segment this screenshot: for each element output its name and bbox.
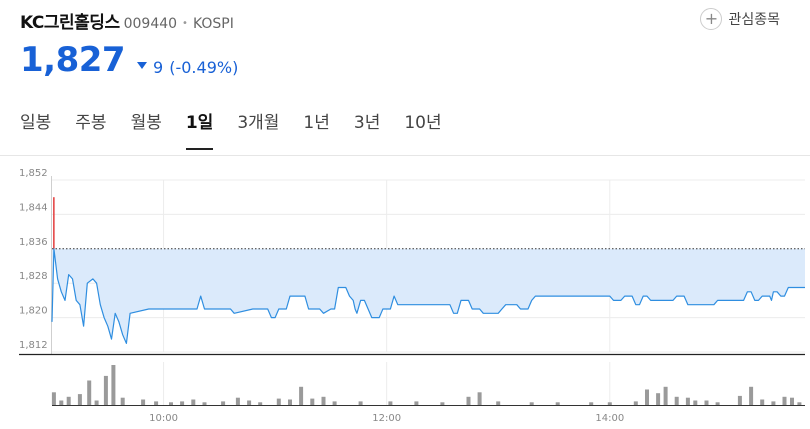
volume-bar (180, 401, 185, 405)
volume-bar (715, 402, 720, 405)
price-row: 1,827 9 (-0.49%) (20, 40, 238, 80)
tab-1year[interactable]: 1년 (303, 113, 330, 133)
price-change: 9 (-0.49%) (137, 58, 238, 77)
intraday-chart: 1,852 1,844 1,836 1,828 1,820 1,812 10:00 12:00… (19, 168, 805, 424)
volume-bar (235, 397, 240, 405)
volume-bar (704, 400, 709, 405)
separator-dot: • (182, 18, 188, 29)
x-tick-label: 12:00 (372, 413, 401, 424)
y-tick-label: 1,828 (19, 271, 48, 282)
volume-bar (737, 395, 742, 405)
current-price: 1,827 (20, 40, 126, 80)
volume-bar (87, 380, 92, 405)
volume-bar (797, 402, 802, 405)
volume-bar (154, 401, 159, 405)
volume-bar (760, 399, 765, 405)
tab-3years[interactable]: 3년 (353, 113, 381, 133)
volume-bar (749, 386, 754, 405)
volume-bar (103, 375, 108, 405)
volume-bar (693, 400, 698, 405)
y-tick-label: 1,852 (19, 168, 48, 179)
y-tick-label: 1,844 (19, 202, 48, 213)
volume-bar (782, 396, 787, 405)
volume-bar (169, 402, 173, 405)
volume-bar (388, 401, 393, 405)
volume-bar (496, 401, 501, 405)
volume-bar (477, 392, 482, 405)
stock-name: KC그린홀딩스 (20, 13, 120, 33)
tab-daily[interactable]: 일봉 (20, 113, 52, 133)
volume-bar (258, 402, 263, 405)
volume-bar (299, 386, 304, 405)
price-area (52, 248, 805, 344)
volume-bar (589, 402, 594, 405)
volume-bar (321, 396, 326, 405)
volume-bar (663, 386, 668, 405)
stock-header: KC그린홀딩스 009440 • KOSPI (20, 8, 234, 34)
volume-bar (191, 399, 196, 405)
divider (0, 155, 810, 156)
volume-bar (685, 397, 690, 405)
volume-bar (674, 396, 679, 405)
volume-bar (111, 365, 116, 405)
change-percent: (-0.49%) (169, 58, 239, 77)
volume-bar (466, 396, 471, 405)
volume-bar (310, 398, 315, 405)
change-value: 9 (153, 58, 164, 77)
y-tick-label: 1,820 (19, 306, 48, 317)
x-tick-label: 10:00 (149, 413, 178, 424)
volume-bar (66, 396, 71, 405)
y-tick-label: 1,812 (19, 340, 48, 351)
volume-bar (790, 397, 794, 405)
volume-bar (51, 392, 56, 405)
plus-icon: + (700, 8, 723, 30)
volume-bar (247, 400, 252, 405)
price-line (51, 248, 805, 344)
volume-bar (94, 400, 99, 405)
tab-monthly[interactable]: 월봉 (130, 113, 162, 133)
y-tick-label: 1,836 (19, 237, 48, 248)
volume-bar (440, 402, 445, 405)
volume-bar (529, 402, 534, 405)
volume-bar (202, 402, 207, 405)
volume-bar (120, 397, 125, 405)
volume-bar (633, 401, 638, 405)
volume-bar (414, 401, 419, 405)
tab-3months[interactable]: 3개월 (237, 113, 280, 133)
volume-bar (607, 402, 612, 405)
period-tabs: 일봉 주봉 월봉 1일 3개월 1년 3년 10년 (20, 108, 466, 150)
down-arrow-icon (137, 62, 148, 69)
volume-bar (221, 401, 226, 405)
market-name: KOSPI (192, 16, 234, 32)
stock-code: 009440 (123, 16, 178, 32)
volume-bar (555, 402, 560, 405)
tab-1day[interactable]: 1일 (185, 108, 214, 150)
volume-bar (77, 394, 82, 405)
volume-bar (656, 393, 661, 405)
volume-bar (59, 400, 64, 405)
volume-bar (288, 399, 292, 405)
volume-bar (771, 401, 776, 405)
tab-weekly[interactable]: 주봉 (75, 113, 107, 133)
volume-bar (645, 389, 649, 405)
favorite-label: 관심종목 (728, 12, 780, 28)
volume-bar (276, 398, 281, 405)
volume-bar (358, 401, 363, 405)
x-tick-label: 14:00 (595, 413, 624, 424)
volume-bar (141, 399, 146, 405)
add-favorite-button[interactable]: + 관심종목 (700, 8, 780, 30)
tab-10years[interactable]: 10년 (404, 113, 442, 133)
volume-bar (332, 401, 337, 405)
